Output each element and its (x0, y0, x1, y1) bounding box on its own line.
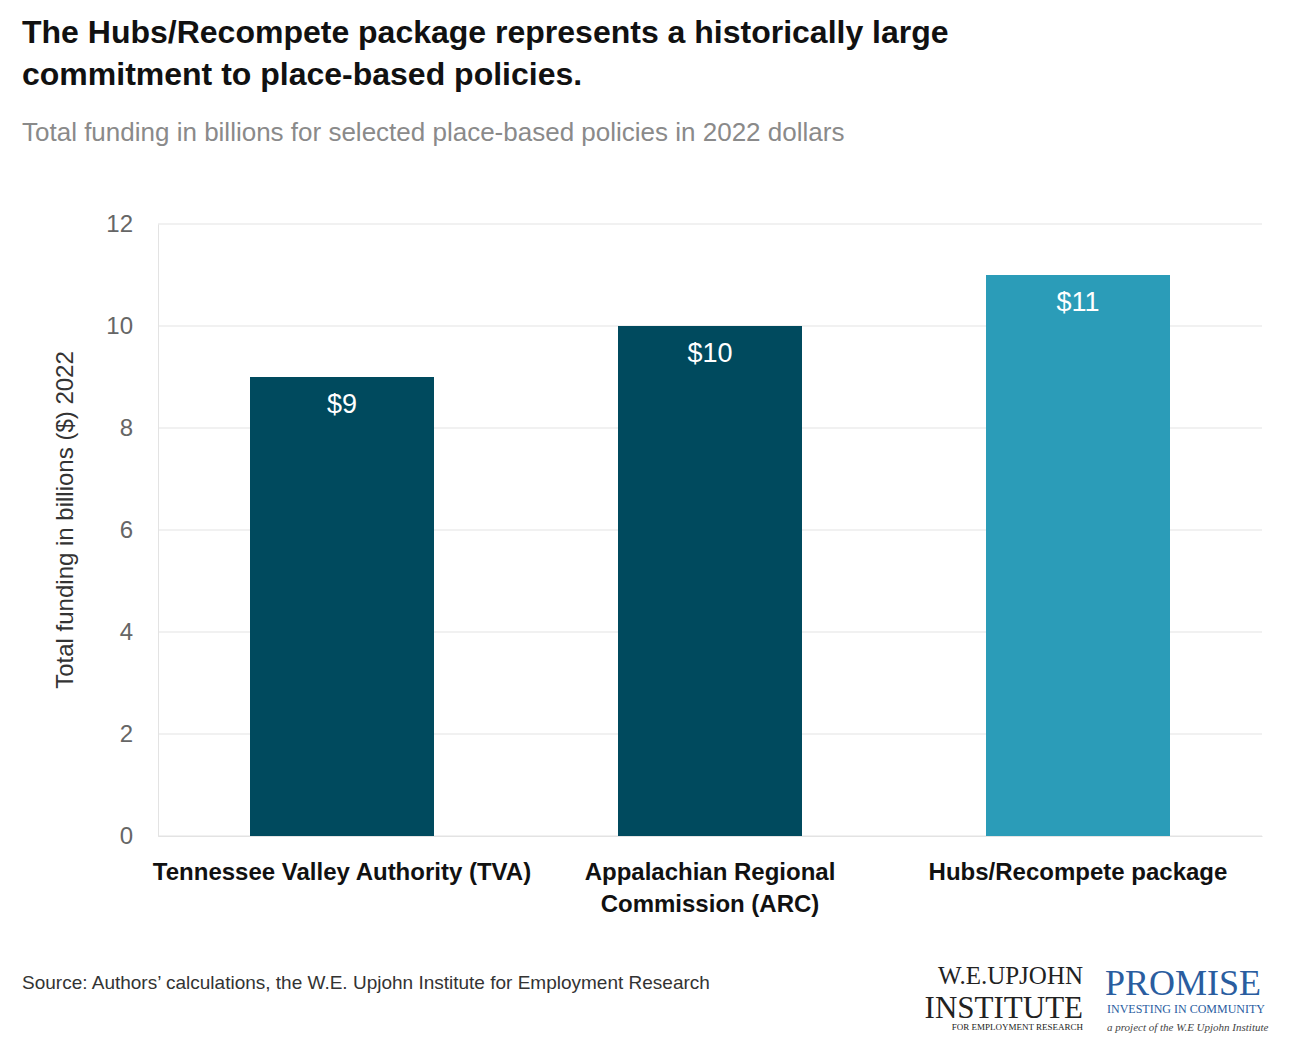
tick-label: 6 (120, 516, 133, 543)
tick: 12 (106, 210, 158, 237)
grid-line (158, 224, 1262, 225)
text-line: Source: Authors’ calculations, the W.E. … (22, 972, 710, 993)
bar (618, 326, 802, 836)
tick: 4 (120, 618, 158, 645)
source: Source: Authors’ calculations, the W.E. … (22, 972, 710, 993)
text-line: commitment to place-based policies. (22, 56, 582, 92)
axis-title: Total funding in billions ($) 2022 (51, 351, 78, 689)
logo-text: W.E.UPJOHN (938, 962, 1083, 989)
text-line: The Hubs/Recompete package represents a … (22, 14, 949, 50)
grid (158, 224, 1262, 836)
x-axis: Tennessee Valley Authority (TVA) Appalach… (153, 836, 1263, 917)
bars (250, 275, 1170, 836)
subtitle: Total funding in billions for selected p… (22, 117, 844, 147)
data-labels: $9 $10 $11 (327, 287, 1100, 419)
logo-text: INVESTING IN COMMUNITY (1107, 1002, 1265, 1016)
tick: Tennessee Valley Authority (TVA) (153, 836, 531, 885)
tick: 0 (120, 822, 158, 849)
tick-label: 12 (106, 210, 133, 237)
text-line: Hubs/Recompete package (929, 858, 1228, 885)
tick: 2 (120, 720, 158, 747)
tick-label: 0 (120, 822, 133, 849)
data-label: $9 (327, 389, 357, 419)
data-label: $10 (687, 338, 732, 368)
text-line: Appalachian Regional (585, 858, 836, 885)
tick: 8 (120, 414, 158, 441)
axis-line (159, 836, 1263, 837)
chart: The Hubs/Recompete package represents a … (0, 0, 1300, 1043)
logo-text: a project of the W.E Upjohn Institute (1107, 1021, 1269, 1033)
tick: 10 (106, 312, 158, 339)
text-line: Commission (ARC) (601, 890, 820, 917)
bar (250, 377, 434, 836)
y-axis: 0 2 4 6 8 10 12 (106, 210, 158, 849)
tick-label: 10 (106, 312, 133, 339)
tick-label: Tennessee Valley Authority (TVA) (153, 858, 531, 885)
text-line: Tennessee Valley Authority (TVA) (153, 858, 531, 885)
tick: 6 (120, 516, 158, 543)
axis-line (158, 225, 159, 837)
logo-text: INSTITUTE (925, 990, 1083, 1025)
tick-label: 2 (120, 720, 133, 747)
tick-label: 4 (120, 618, 133, 645)
data-label: $11 (1056, 287, 1099, 317)
title: The Hubs/Recompete package represents a … (22, 14, 949, 92)
tick: Appalachian Regional Commission (ARC) (585, 836, 836, 917)
logo-text: FOR EMPLOYMENT RESEARCH (952, 1022, 1084, 1032)
tick-label: Hubs/Recompete package (929, 858, 1228, 885)
tick-label: Appalachian Regional Commission (ARC) (585, 858, 836, 917)
logo-text: PROMISE (1105, 963, 1261, 1003)
tick-label: 8 (120, 414, 133, 441)
tick: Hubs/Recompete package (929, 836, 1228, 885)
bar (986, 275, 1170, 836)
logos: W.E.UPJOHNINSTITUTEFOR EMPLOYMENT RESEAR… (925, 962, 1269, 1033)
